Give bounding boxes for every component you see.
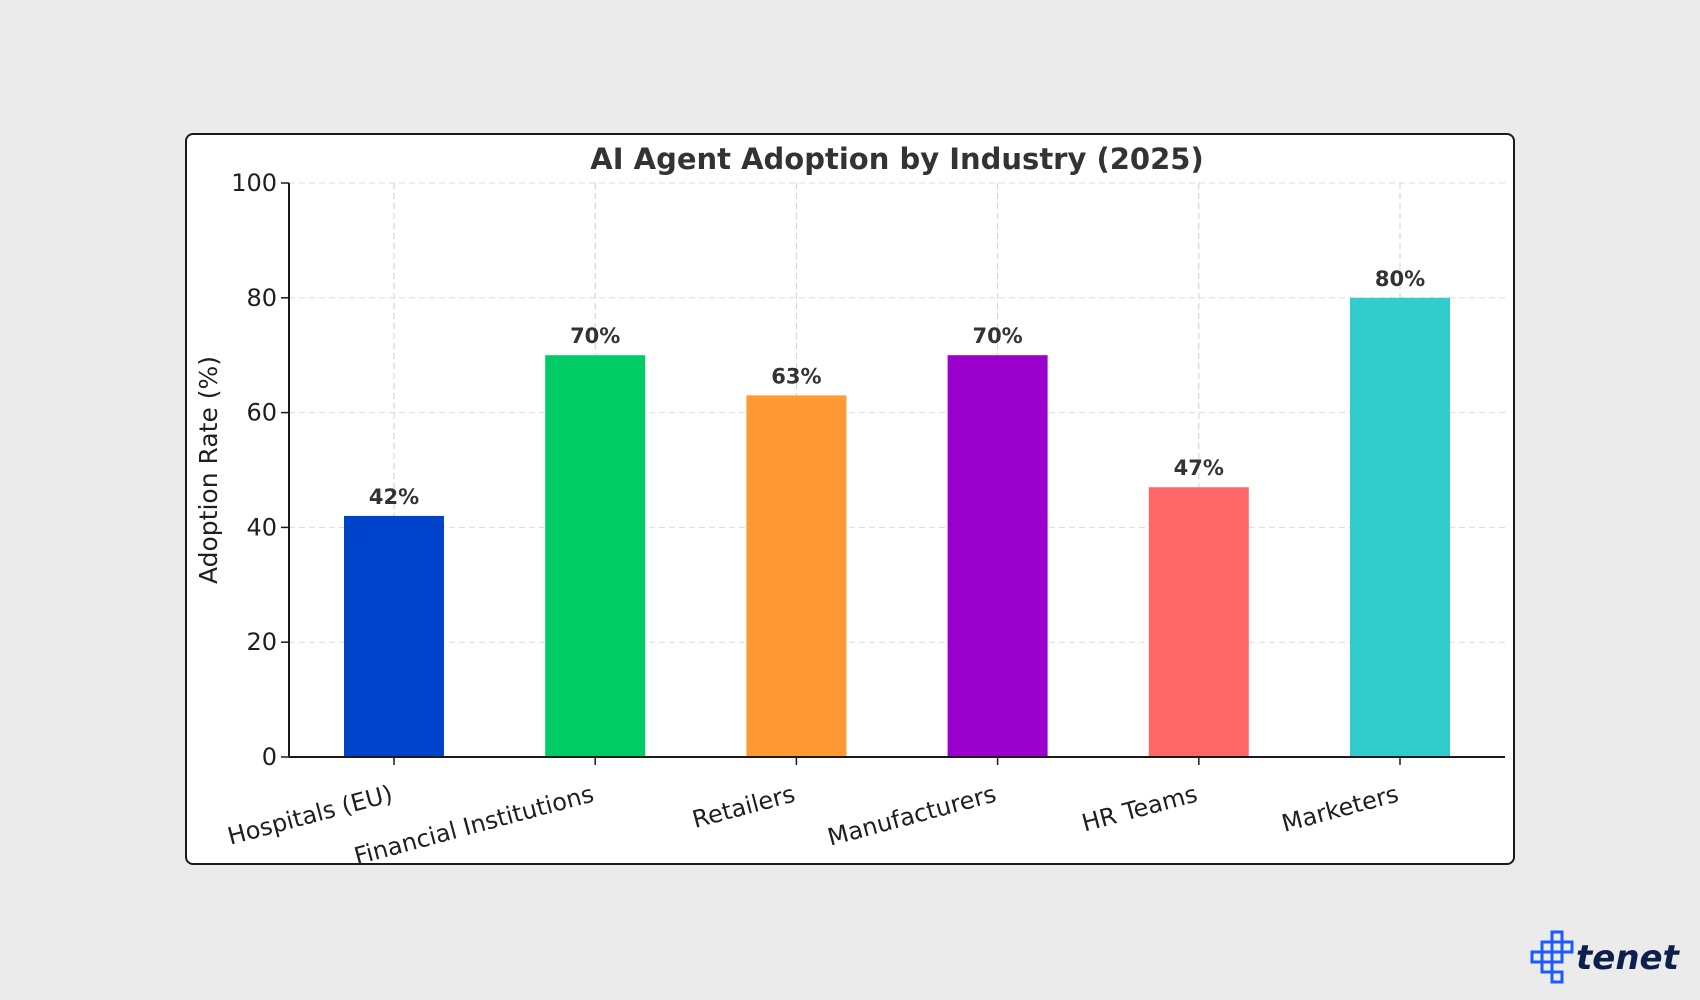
bar bbox=[746, 395, 847, 757]
y-tick-label: 100 bbox=[231, 169, 277, 197]
brand-name: tenet bbox=[1576, 938, 1680, 978]
x-tick-label: Manufacturers bbox=[825, 780, 1000, 852]
x-tick-label: HR Teams bbox=[1079, 780, 1201, 838]
bar-value-label: 63% bbox=[771, 364, 821, 388]
bar-value-label: 70% bbox=[570, 324, 620, 348]
y-tick-label: 80 bbox=[246, 284, 277, 312]
x-tick-label: Retailers bbox=[689, 780, 798, 834]
bar bbox=[1350, 297, 1450, 757]
y-tick-label: 20 bbox=[246, 628, 277, 656]
y-axis-label: Adoption Rate (%) bbox=[194, 356, 223, 584]
grid-layer bbox=[289, 182, 1505, 757]
bar bbox=[1148, 487, 1249, 757]
chart-title: AI Agent Adoption by Industry (2025) bbox=[590, 142, 1203, 176]
bar-value-label: 42% bbox=[369, 485, 419, 509]
chart-card: 0 20 40 60 80 100 42% Hospitals (EU) 70% Financi… bbox=[185, 133, 1515, 865]
y-tick-label: 40 bbox=[246, 513, 277, 541]
bar-value-label: 80% bbox=[1375, 267, 1425, 291]
logo-icon bbox=[1530, 930, 1574, 984]
bar bbox=[947, 355, 1048, 757]
logo-mark: tenet bbox=[1530, 930, 1681, 984]
bar-value-label: 47% bbox=[1174, 456, 1224, 480]
y-tick-label: 60 bbox=[246, 399, 277, 427]
axis-layer: 0 20 40 60 80 100 bbox=[231, 169, 1505, 771]
x-tick-label: Marketers bbox=[1279, 780, 1402, 838]
tenet-logo: tenet bbox=[1530, 928, 1681, 986]
y-tick-label: 0 bbox=[262, 743, 277, 771]
bar-value-label: 70% bbox=[972, 324, 1022, 348]
bar bbox=[545, 355, 646, 757]
bar bbox=[344, 515, 444, 757]
bar-layer bbox=[344, 297, 1450, 757]
